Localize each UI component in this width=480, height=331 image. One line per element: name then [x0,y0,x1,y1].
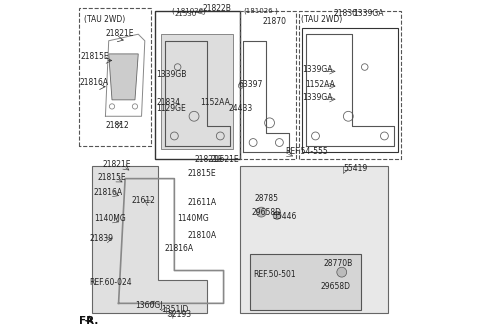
Text: 1339GA: 1339GA [302,93,333,102]
Text: 21612: 21612 [132,196,156,205]
Text: 29658D: 29658D [321,282,350,291]
Text: 63397: 63397 [239,80,263,89]
Text: (TAU 2WD): (TAU 2WD) [301,15,342,24]
Text: REF.54-555: REF.54-555 [285,147,328,156]
Text: 29658D: 29658D [252,209,281,217]
Text: 52193: 52193 [168,310,192,319]
Text: (181026-): (181026-) [243,8,278,14]
Polygon shape [240,166,388,313]
Text: REF.60-024: REF.60-024 [89,278,132,287]
Circle shape [273,212,281,219]
Text: 21621E: 21621E [210,155,239,164]
Text: 28770B: 28770B [324,259,353,267]
Text: 55419: 55419 [343,164,368,173]
Text: 21830: 21830 [334,9,358,18]
Text: 21834: 21834 [156,98,180,107]
Text: 21821E: 21821E [106,29,134,38]
Circle shape [337,267,347,277]
Polygon shape [106,182,148,244]
Text: 21812: 21812 [106,121,129,130]
Text: 21821E: 21821E [102,160,131,169]
Text: 21816A: 21816A [79,78,108,87]
Text: (-181026): (-181026) [171,8,206,14]
Text: 21815E: 21815E [81,52,109,61]
Text: 21815E: 21815E [188,169,216,178]
Text: 21611A: 21611A [188,198,216,207]
Polygon shape [250,254,361,310]
Polygon shape [92,166,207,313]
Text: 21815E: 21815E [97,173,126,182]
Text: 1129GE: 1129GE [156,104,186,113]
Text: REF.50-501: REF.50-501 [253,270,296,279]
Text: 21816A: 21816A [165,244,193,253]
Text: 1152AA: 1152AA [306,80,336,89]
Text: 21822B: 21822B [202,4,231,13]
Text: 1140MG: 1140MG [94,214,126,223]
Text: 1339GA: 1339GA [353,9,384,18]
Circle shape [256,207,266,217]
Text: 28785: 28785 [255,194,279,203]
Text: 1351JD: 1351JD [161,305,189,313]
Text: 21816A: 21816A [94,188,123,197]
Polygon shape [161,34,233,149]
Text: 1339GB: 1339GB [156,70,187,79]
Text: 21870: 21870 [263,17,287,26]
Text: (TAU 2WD): (TAU 2WD) [84,15,125,24]
Text: 1152AA: 1152AA [201,98,230,107]
Text: 1339GA: 1339GA [302,65,333,74]
Text: 55446: 55446 [272,212,297,221]
Polygon shape [108,54,138,100]
Text: FR.: FR. [79,316,98,326]
Text: 21810A: 21810A [188,231,216,240]
Text: 1360GJ: 1360GJ [135,301,162,309]
Text: 21839: 21839 [89,234,113,243]
Text: 21821E: 21821E [194,155,223,164]
Text: 1140MG: 1140MG [178,214,209,223]
Text: 21530: 21530 [174,11,197,17]
Text: 24433: 24433 [228,104,253,113]
